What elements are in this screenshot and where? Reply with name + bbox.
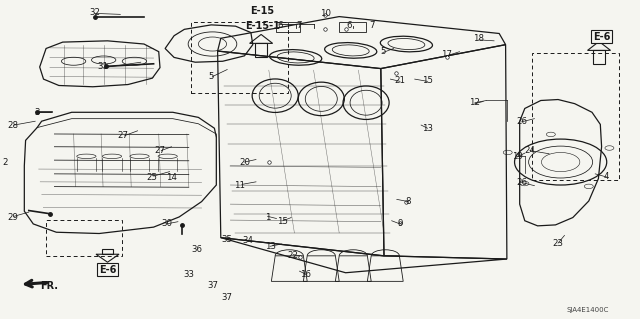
Text: 1: 1: [265, 213, 270, 222]
Text: 7: 7: [370, 21, 375, 30]
Text: 27: 27: [154, 146, 166, 155]
Text: 36: 36: [191, 245, 203, 254]
Text: 19: 19: [512, 152, 522, 161]
Text: 6: 6: [278, 21, 283, 30]
Text: 12: 12: [469, 98, 481, 107]
Text: 20: 20: [239, 158, 250, 167]
Text: 15: 15: [422, 76, 433, 85]
Text: 22: 22: [287, 251, 299, 260]
Text: 24: 24: [524, 146, 536, 155]
Text: 14: 14: [166, 173, 177, 182]
Bar: [191, 22, 288, 93]
Text: 37: 37: [207, 281, 218, 290]
Text: 7: 7: [296, 21, 301, 30]
Text: 13: 13: [422, 124, 433, 133]
Bar: [46, 220, 122, 256]
Text: 5: 5: [209, 72, 214, 81]
Text: E-6: E-6: [593, 32, 611, 42]
Text: 8: 8: [406, 197, 411, 206]
Text: 9: 9: [397, 219, 403, 228]
Text: 29: 29: [8, 213, 18, 222]
Bar: [102, 249, 113, 254]
Text: 37: 37: [221, 293, 233, 302]
Text: 25: 25: [146, 173, 157, 182]
Text: 34: 34: [243, 236, 254, 245]
Text: SJA4E1400C: SJA4E1400C: [566, 307, 609, 313]
Text: 27: 27: [117, 131, 129, 140]
Text: 5: 5: [380, 47, 385, 56]
Bar: [255, 43, 267, 57]
Text: 33: 33: [183, 271, 195, 279]
Bar: [532, 53, 619, 180]
Text: 10: 10: [319, 9, 331, 18]
Text: 32: 32: [89, 8, 100, 17]
Text: 6: 6: [346, 21, 351, 30]
Text: 30: 30: [161, 219, 172, 228]
Text: 21: 21: [394, 76, 406, 85]
Text: 18: 18: [473, 34, 484, 43]
Text: 28: 28: [7, 121, 19, 130]
Text: 26: 26: [516, 178, 527, 187]
Text: 35: 35: [221, 235, 233, 244]
Text: 4: 4: [604, 172, 609, 181]
Text: 13: 13: [264, 242, 276, 251]
Text: 17: 17: [441, 50, 452, 59]
Text: E-15-1: E-15-1: [245, 20, 280, 31]
Text: 15: 15: [277, 217, 289, 226]
Text: 26: 26: [516, 117, 527, 126]
Bar: [593, 50, 605, 64]
Text: 2: 2: [3, 158, 8, 167]
Text: 11: 11: [234, 181, 246, 189]
Text: 23: 23: [552, 239, 564, 248]
Text: 16: 16: [300, 271, 312, 279]
Text: E-6: E-6: [99, 264, 116, 275]
Text: E-15: E-15: [250, 6, 275, 16]
Text: 3: 3: [35, 108, 40, 117]
Text: 31: 31: [97, 63, 108, 71]
Bar: [339, 22, 366, 32]
Bar: [276, 22, 300, 32]
Text: FR.: FR.: [40, 281, 58, 292]
